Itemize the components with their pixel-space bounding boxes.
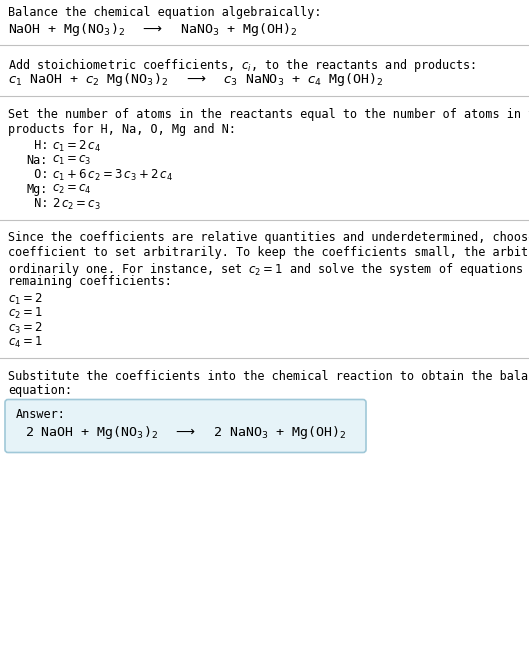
Text: Na:: Na: <box>26 153 48 166</box>
Text: H:: H: <box>20 139 48 152</box>
Text: equation:: equation: <box>8 384 72 397</box>
Text: Answer:: Answer: <box>16 408 66 421</box>
Text: $c_3 = 2$: $c_3 = 2$ <box>8 320 43 336</box>
Text: $2\,c_2 = c_3$: $2\,c_2 = c_3$ <box>52 197 101 212</box>
Text: $c_1$ NaOH + $c_2$ Mg(NO$_3$)$_2$  $\longrightarrow$  $c_3$ NaNO$_3$ + $c_4$ Mg(: $c_1$ NaOH + $c_2$ Mg(NO$_3$)$_2$ $\long… <box>8 72 384 89</box>
Text: $c_2 = 1$: $c_2 = 1$ <box>8 306 43 321</box>
Text: Set the number of atoms in the reactants equal to the number of atoms in the: Set the number of atoms in the reactants… <box>8 108 529 121</box>
Text: $c_1 + 6\,c_2 = 3\,c_3 + 2\,c_4$: $c_1 + 6\,c_2 = 3\,c_3 + 2\,c_4$ <box>52 168 173 183</box>
Text: Add stoichiometric coefficients, $c_i$, to the reactants and products:: Add stoichiometric coefficients, $c_i$, … <box>8 57 476 74</box>
Text: $c_1 = 2\,c_4$: $c_1 = 2\,c_4$ <box>52 139 101 154</box>
Text: remaining coefficients:: remaining coefficients: <box>8 275 172 288</box>
Text: O:: O: <box>20 168 48 181</box>
Text: 2 NaOH + Mg(NO$_3$)$_2$  $\longrightarrow$  2 NaNO$_3$ + Mg(OH)$_2$: 2 NaOH + Mg(NO$_3$)$_2$ $\longrightarrow… <box>25 424 346 441</box>
Text: Substitute the coefficients into the chemical reaction to obtain the balanced: Substitute the coefficients into the che… <box>8 369 529 382</box>
FancyBboxPatch shape <box>5 399 366 452</box>
Text: products for H, Na, O, Mg and N:: products for H, Na, O, Mg and N: <box>8 122 236 135</box>
Text: $c_4 = 1$: $c_4 = 1$ <box>8 335 43 350</box>
Text: Since the coefficients are relative quantities and underdetermined, choose a: Since the coefficients are relative quan… <box>8 232 529 245</box>
Text: $c_2 = c_4$: $c_2 = c_4$ <box>52 182 92 195</box>
Text: coefficient to set arbitrarily. To keep the coefficients small, the arbitrary va: coefficient to set arbitrarily. To keep … <box>8 246 529 259</box>
Text: Balance the chemical equation algebraically:: Balance the chemical equation algebraica… <box>8 6 322 19</box>
Text: $c_1 = c_3$: $c_1 = c_3$ <box>52 153 92 166</box>
Text: $c_1 = 2$: $c_1 = 2$ <box>8 292 43 307</box>
Text: ordinarily one. For instance, set $c_2 = 1$ and solve the system of equations fo: ordinarily one. For instance, set $c_2 =… <box>8 261 529 278</box>
Text: Mg:: Mg: <box>26 182 48 195</box>
Text: NaOH + Mg(NO$_3$)$_2$  $\longrightarrow$  NaNO$_3$ + Mg(OH)$_2$: NaOH + Mg(NO$_3$)$_2$ $\longrightarrow$ … <box>8 21 298 38</box>
Text: N:: N: <box>20 197 48 210</box>
